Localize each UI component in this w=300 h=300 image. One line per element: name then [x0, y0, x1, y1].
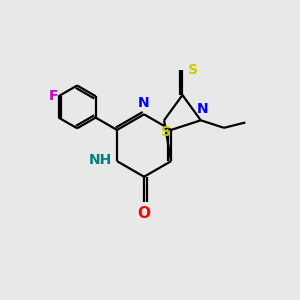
Text: NH: NH	[88, 153, 112, 167]
Text: N: N	[138, 97, 150, 110]
Text: O: O	[138, 206, 151, 221]
Text: S: S	[160, 125, 171, 139]
Text: F: F	[49, 89, 58, 103]
Text: N: N	[196, 102, 208, 116]
Text: S: S	[188, 63, 198, 77]
